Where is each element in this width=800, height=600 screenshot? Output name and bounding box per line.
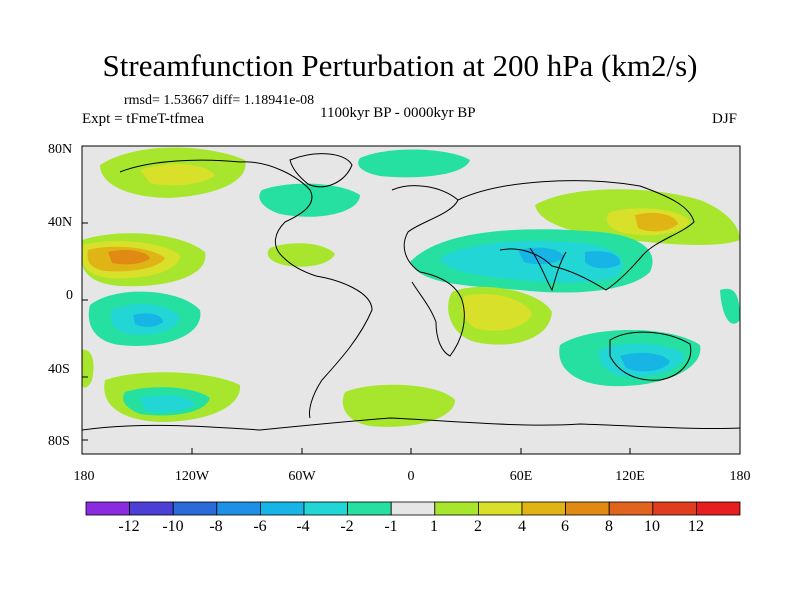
colorbar-label: 1 (430, 518, 438, 535)
contour-asia-pos3 (635, 212, 678, 232)
xtick-label-180e: 180 (729, 469, 751, 484)
colorbar-swatch (259, 501, 305, 516)
colorbar-label: 4 (518, 518, 526, 535)
contour-spac-neg3 (133, 313, 163, 327)
contour-field (82, 146, 740, 454)
contour-natl-neg (259, 183, 360, 217)
contour-aus-neg3 (620, 352, 670, 372)
colorbar-swatch (521, 501, 566, 516)
xtick-label-60w: 60W (288, 469, 316, 484)
colorbar-swatch (565, 501, 610, 516)
colorbar-swatch (85, 501, 130, 516)
contour-arctic-neg (358, 149, 470, 178)
colorbar-label: -12 (118, 518, 140, 535)
ytick-label-40n: 40N (48, 215, 73, 230)
coast-north-america (119, 159, 317, 277)
colorbar-label: -6 (253, 518, 267, 535)
ytick-label-80s: 80S (48, 434, 70, 449)
colorbar-label: 12 (688, 518, 704, 535)
season-label: DJF (712, 111, 738, 127)
coast-india (529, 247, 567, 292)
colorbar-swatch (696, 501, 741, 516)
coast-asia (457, 180, 695, 291)
colorbar-swatch (390, 501, 436, 516)
ytick-label-40s: 40S (48, 362, 70, 377)
colorbar-label: -4 (296, 518, 310, 535)
coastlines (82, 153, 740, 431)
period-label: 1100kyr BP - 0000kyr BP (320, 105, 476, 121)
contour-npac-pos2 (140, 163, 215, 186)
contour-wpac-pos4 (108, 250, 150, 265)
colorbar-swatch (216, 501, 261, 516)
xtick-label-120w: 120W (174, 469, 210, 484)
colorbar-label: -8 (209, 518, 223, 535)
colorbar-swatch (652, 501, 697, 516)
contour-rightedge-neg (720, 288, 740, 324)
contour-leftedge-pos (82, 349, 94, 388)
colorbar-swatch (303, 501, 348, 516)
colorbar-label: 2 (474, 518, 482, 535)
colorbar-swatch (129, 501, 174, 516)
colorbar (85, 501, 741, 516)
contour-ind-neg4 (585, 251, 621, 269)
coast-europe-africa (391, 185, 465, 357)
colorbar-swatch (477, 501, 523, 516)
contour-camer-pos (267, 243, 335, 267)
colorbar-label: 10 (644, 518, 660, 535)
colorbar-swatch (434, 501, 479, 516)
chart-title: Streamfunction Perturbation at 200 hPa (… (102, 48, 698, 83)
xtick-label-120e: 120E (615, 469, 645, 484)
ytick-label-80n: 80N (48, 142, 73, 157)
xtick-label-180w: 180 (73, 469, 95, 484)
colorbar-label: 8 (605, 518, 613, 535)
xtick-label-0: 0 (407, 469, 415, 484)
axis-ticks (82, 145, 631, 454)
colorbar-swatch (347, 501, 392, 516)
colorbar-swatch (172, 501, 218, 516)
experiment-label: Expt = tFmeT-tfmea (82, 111, 205, 127)
coast-south-america (309, 275, 373, 419)
colorbar-label: -10 (162, 518, 184, 535)
rmsd-diff-stats: rmsd= 1.53667 diff= 1.18941e-08 (124, 93, 315, 108)
coast-greenland (289, 153, 353, 188)
xtick-label-60e: 60E (509, 469, 533, 484)
colorbar-label: -2 (340, 518, 354, 535)
colorbar-label: 6 (561, 518, 569, 535)
contour-satl-pos (342, 384, 455, 427)
colorbar-label: -1 (384, 518, 398, 535)
contour-socean-neg (140, 395, 195, 412)
coast-australia (609, 331, 692, 381)
ytick-label-0: 0 (66, 288, 73, 303)
coast-antarctica (82, 417, 740, 431)
colorbar-swatch (608, 501, 654, 516)
contour-safr-pos2 (461, 294, 532, 331)
